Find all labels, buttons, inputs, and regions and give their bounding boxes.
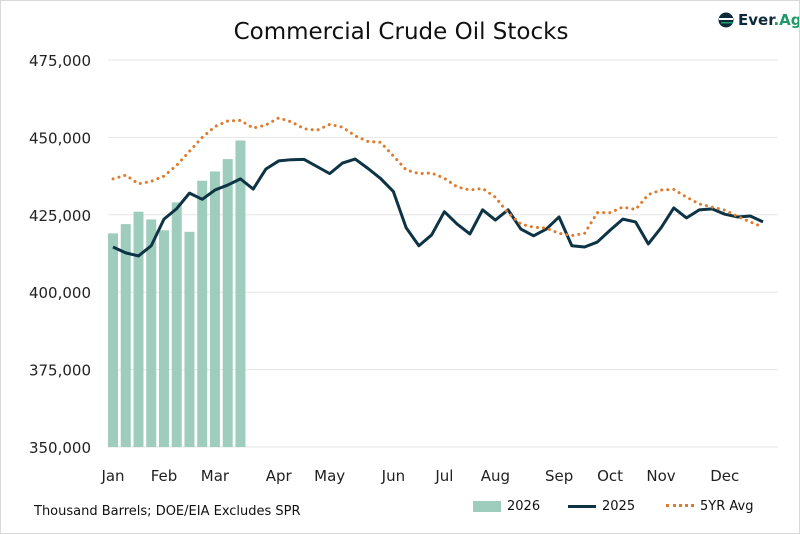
y-tick-label: 400,000 <box>29 284 91 302</box>
x-tick-label: Oct <box>597 467 623 485</box>
line-5yr-avg <box>111 116 765 238</box>
chart-title: Commercial Crude Oil Stocks <box>233 19 569 45</box>
legend-item-2025: 2025 <box>568 499 635 514</box>
x-tick-label: Nov <box>646 467 675 485</box>
x-tick-label: Dec <box>710 467 739 485</box>
bar-2026 <box>120 224 131 447</box>
x-tick-label: Mar <box>201 467 230 485</box>
footnote: Thousand Barrels; DOE/EIA Excludes SPR <box>34 504 301 519</box>
bar-2026 <box>235 140 246 447</box>
bar-2026 <box>171 202 182 447</box>
bar-2026 <box>146 219 157 447</box>
legend-item-2026: 2026 <box>473 499 540 514</box>
y-tick-label: 450,000 <box>29 129 91 147</box>
bar-2026 <box>158 230 169 447</box>
x-tick-label: May <box>314 467 345 485</box>
x-tick-label: Aug <box>481 467 510 485</box>
legend-swatch-line <box>568 505 596 508</box>
logo-icon <box>718 12 734 28</box>
legend-swatch-bar <box>473 501 501 512</box>
bar-2026 <box>184 231 195 447</box>
y-tick-label: 375,000 <box>29 362 91 380</box>
x-tick-label: Apr <box>266 467 293 485</box>
bar-2026 <box>197 180 208 447</box>
bar-2026 <box>133 211 144 447</box>
line-2025 <box>112 157 764 258</box>
bar-2026 <box>209 171 220 447</box>
y-tick-label: 350,000 <box>29 439 91 457</box>
ever-ag-logo: Ever.Ag <box>717 11 799 29</box>
x-tick-label: Sep <box>545 467 573 485</box>
y-tick-label: 475,000 <box>29 52 91 70</box>
bar-2026 <box>108 233 118 447</box>
x-tick-label: Jul <box>434 467 453 485</box>
x-tick-label: Jun <box>381 467 405 485</box>
legend-swatch-dotted <box>666 503 694 510</box>
x-tick-label: Feb <box>151 467 178 485</box>
bar-2026 <box>222 159 233 447</box>
legend-item-5yr-avg: 5YR Avg <box>666 499 753 514</box>
y-tick-label: 425,000 <box>29 207 91 225</box>
x-tick-label: Jan <box>100 467 124 485</box>
